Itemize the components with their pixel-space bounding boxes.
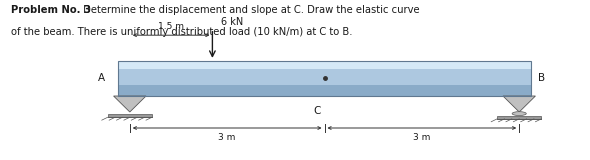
Bar [118,61,531,96]
Text: A: A [98,73,105,83]
Text: 3 m: 3 m [413,133,431,142]
Text: 1.5 m: 1.5 m [158,22,184,31]
Text: 3 m: 3 m [218,133,236,142]
Polygon shape [113,96,146,112]
Bar [107,114,152,117]
Bar [118,85,531,96]
Text: Determine the displacement and slope at C. Draw the elastic curve: Determine the displacement and slope at … [80,5,420,15]
Text: C: C [314,106,321,116]
Bar [497,116,541,119]
Polygon shape [503,96,535,112]
Text: Problem No. 3: Problem No. 3 [11,5,90,15]
Bar [118,61,531,68]
Text: 6 kN: 6 kN [221,17,244,27]
Text: of the beam. There is uniformly distributed load (10 kN/m) at C to B.: of the beam. There is uniformly distribu… [11,27,352,37]
Bar [118,68,531,85]
Circle shape [512,112,526,116]
Text: B: B [538,73,545,83]
